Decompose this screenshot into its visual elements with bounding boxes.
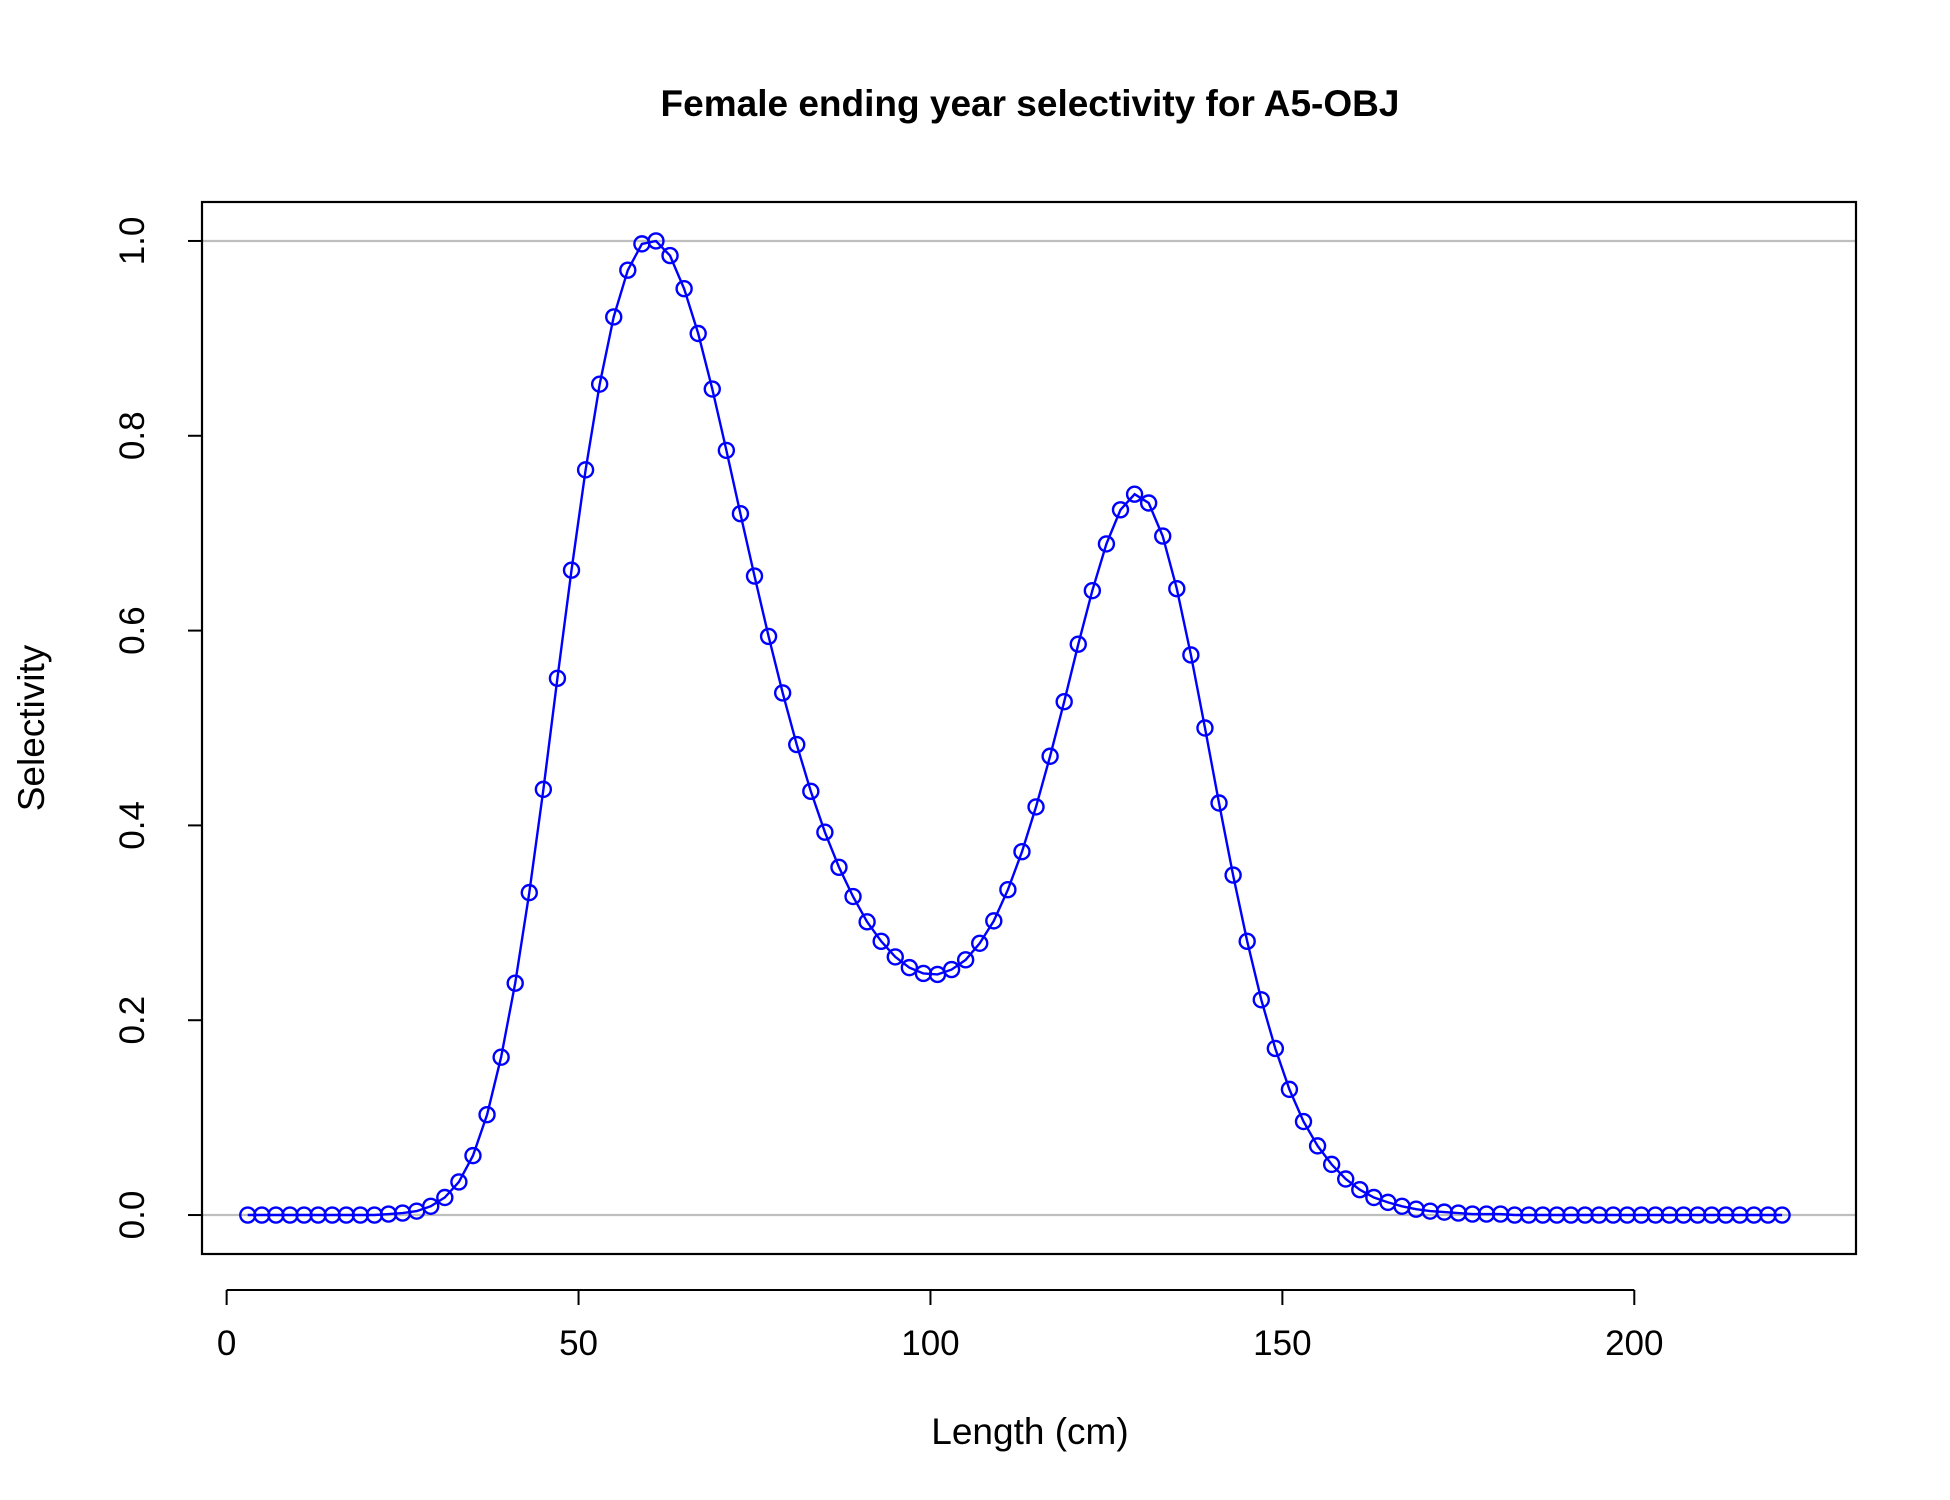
data-point [1069, 635, 1087, 653]
data-point [872, 932, 890, 951]
data-point [506, 974, 524, 992]
data-point [816, 823, 834, 841]
data-point [605, 308, 623, 326]
x-tick-label: 50 [559, 1324, 598, 1363]
data-point [971, 934, 989, 952]
data-point [1252, 991, 1270, 1009]
data-point [759, 627, 778, 646]
data-point [1773, 1206, 1791, 1224]
y-tick-label: 0.8 [113, 411, 152, 460]
data-point [576, 461, 595, 479]
data-point [661, 246, 679, 265]
data-point [703, 380, 721, 398]
data-point [689, 324, 707, 343]
data-point [1337, 1170, 1355, 1188]
data-point [1013, 843, 1031, 861]
y-tick-label: 0.2 [113, 996, 152, 1045]
data-point [492, 1048, 510, 1066]
y-tick-label: 1.0 [113, 217, 152, 266]
data-point [450, 1173, 468, 1191]
data-point [1351, 1181, 1369, 1199]
data-point [1238, 932, 1256, 951]
data-point [802, 782, 820, 801]
data-point [1196, 719, 1214, 737]
data-point [1308, 1137, 1327, 1155]
y-axis: 0.0 0.2 0.4 0.6 0.8 1.0 [113, 217, 203, 1240]
data-point [422, 1197, 440, 1215]
data-point [590, 375, 609, 393]
y-axis-label: Selectivity [11, 644, 52, 811]
series-line [247, 239, 1783, 1217]
data-point [1154, 527, 1172, 545]
plot-area-frame [200, 200, 1858, 1256]
data-point [1294, 1112, 1313, 1131]
data-point [886, 948, 904, 966]
data-point [675, 279, 693, 298]
data-point [985, 912, 1003, 930]
data-point [548, 669, 567, 688]
x-tick-label: 150 [1253, 1324, 1311, 1363]
data-point [745, 567, 764, 585]
data-point [1210, 794, 1228, 812]
y-tick-label: 0.6 [113, 606, 152, 655]
data-point [731, 505, 750, 523]
data-point [844, 887, 862, 906]
data-point [858, 913, 876, 931]
x-axis: 0 50 100 150 200 [217, 1289, 1663, 1363]
data-point [647, 232, 665, 250]
data-point [1280, 1080, 1299, 1099]
x-tick-label: 200 [1605, 1324, 1663, 1363]
data-point [1041, 747, 1059, 765]
data-point [436, 1188, 454, 1207]
data-point [1266, 1039, 1285, 1058]
data-point [478, 1106, 496, 1124]
reference-lines [202, 239, 1856, 1217]
data-point [1322, 1155, 1341, 1174]
data-point [900, 958, 919, 977]
data-point [717, 441, 736, 460]
y-tick-label: 0.4 [113, 801, 152, 850]
x-axis-label: Length (cm) [931, 1411, 1128, 1452]
data-point [1027, 798, 1045, 816]
data-point [773, 684, 792, 702]
data-point [1125, 485, 1144, 503]
data-point [1182, 646, 1200, 664]
x-tick-label: 0 [217, 1324, 236, 1363]
data-point [1111, 501, 1130, 519]
data-point [562, 561, 581, 579]
data-point [534, 780, 553, 799]
data-point [1168, 580, 1186, 598]
selectivity-series [239, 232, 1791, 1224]
y-tick-label: 0.0 [113, 1191, 152, 1240]
data-point [1083, 581, 1102, 600]
data-point [788, 735, 806, 754]
data-point [999, 880, 1017, 899]
data-point [942, 960, 961, 979]
data-point [1097, 535, 1116, 553]
chart-title: Female ending year selectivity for A5-OB… [661, 83, 1400, 124]
data-point [1224, 866, 1242, 884]
data-point [830, 858, 848, 876]
data-point [619, 261, 637, 279]
x-tick-label: 100 [901, 1324, 959, 1363]
data-point [1139, 494, 1158, 512]
data-point [1055, 693, 1073, 711]
data-point [956, 951, 975, 969]
data-point [520, 883, 538, 902]
data-point [464, 1146, 482, 1165]
